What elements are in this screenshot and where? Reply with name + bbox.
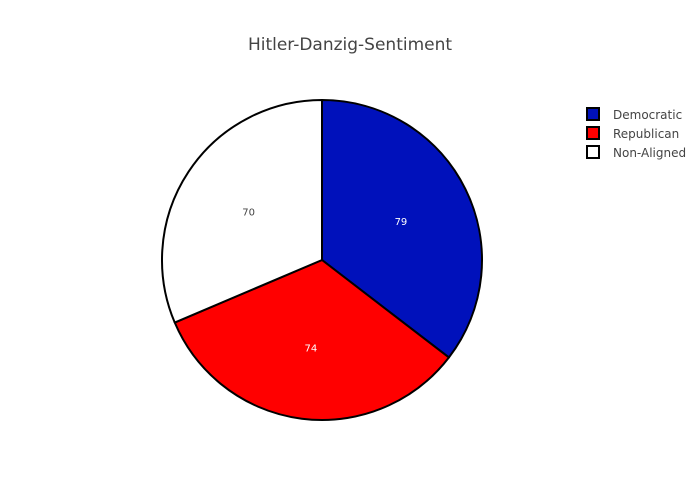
- legend-swatch: [586, 126, 600, 140]
- chart-title: Hitler-Danzig-Sentiment: [248, 35, 452, 55]
- pie-slices: [161, 99, 483, 421]
- pie-slice-democratic[interactable]: [321, 99, 483, 359]
- legend-item-republican[interactable]: Republican: [586, 126, 679, 141]
- slice-value-label: 70: [242, 207, 255, 218]
- pie-slice-labels: 79 74 70: [242, 207, 407, 354]
- legend-label: Republican: [613, 127, 679, 141]
- legend-item-non-aligned[interactable]: Non-Aligned: [586, 145, 686, 160]
- legend: Democratic Republican Non-Aligned: [586, 107, 686, 160]
- pie-slice-non-aligned[interactable]: [161, 99, 323, 324]
- legend-label: Democratic: [613, 108, 682, 122]
- legend-swatch: [586, 107, 600, 121]
- pie-slice-republican[interactable]: [173, 259, 450, 421]
- legend-label: Non-Aligned: [613, 146, 686, 160]
- legend-item-democratic[interactable]: Democratic: [586, 107, 682, 122]
- slice-value-label: 79: [395, 217, 408, 228]
- legend-swatch: [586, 145, 600, 159]
- slice-value-label: 74: [305, 343, 318, 354]
